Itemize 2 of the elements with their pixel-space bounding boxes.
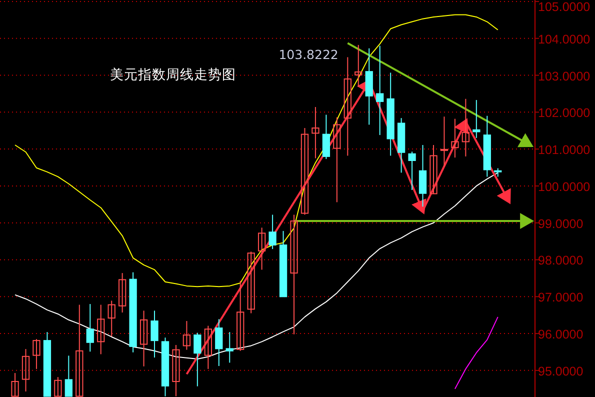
annotation: 103.8222 xyxy=(278,46,338,62)
title: 美元指数周线走势图 xyxy=(110,67,236,83)
